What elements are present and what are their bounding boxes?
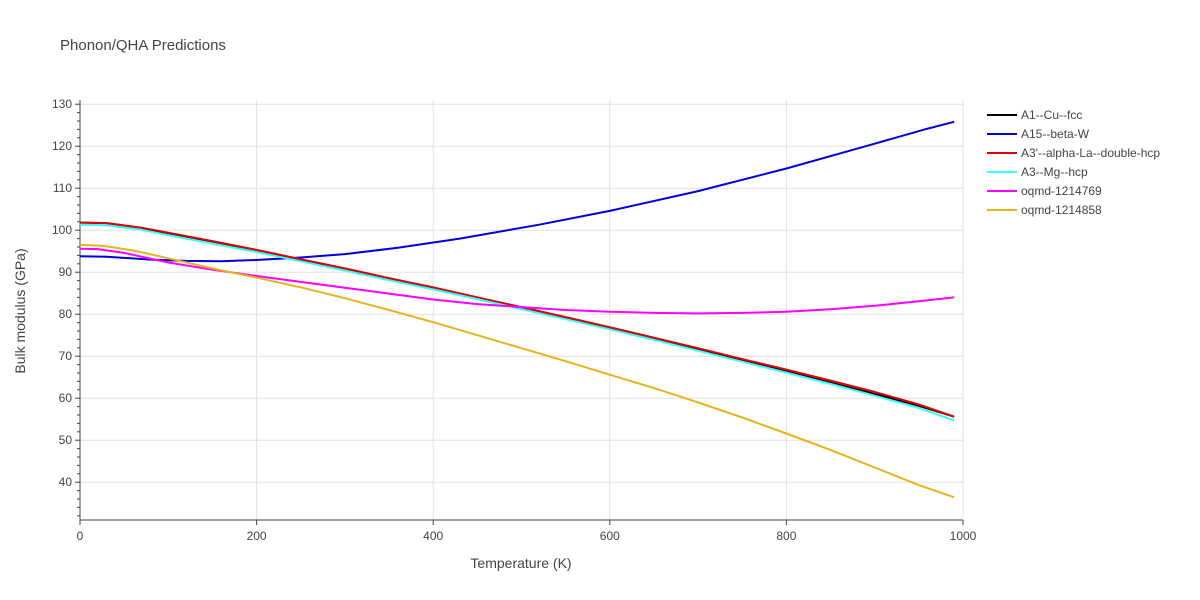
legend-item[interactable]: A3'--alpha-La--double-hcp [987,146,1160,160]
axes: 0 200 400 600 800 1000 40 50 60 70 80 90 100 110 120 13… [52,97,977,543]
x-tick-label: 1000 [950,529,977,543]
legend-label: oqmd-1214858 [1021,203,1102,217]
y-tick-label: 60 [59,391,73,405]
y-tick-label: 70 [59,349,73,363]
series-line-1 [79,221,955,418]
legend-item[interactable]: A1--Cu--fcc [987,108,1082,122]
x-tick-label: 0 [77,529,84,543]
legend-item[interactable]: oqmd-1214769 [987,184,1102,198]
series-line-4 [79,223,955,422]
y-tick-label: 50 [59,433,73,447]
y-tick-label: 120 [52,139,72,153]
plot-lines [79,120,955,499]
legend-item[interactable]: A3--Mg--hcp [987,165,1088,179]
y-tick-label: 40 [59,475,73,489]
x-axis-title: Temperature (K) [470,555,571,571]
legend-label: A1--Cu--fcc [1021,108,1082,122]
legend-label: A3'--alpha-La--double-hcp [1021,146,1160,160]
legend-label: oqmd-1214769 [1021,184,1102,198]
series-line-6 [79,243,955,499]
y-tick-label: 130 [52,97,72,111]
x-tick-label: 600 [600,529,620,543]
y-tick-label: 90 [59,265,73,279]
legend-item[interactable]: A15--beta-W [987,127,1090,141]
legend: A1--Cu--fcc A15--beta-W A3'--alpha-La--dou… [987,108,1160,217]
legend-label: A3--Mg--hcp [1021,165,1088,179]
y-tick-label: 80 [59,307,73,321]
x-tick-label: 800 [776,529,796,543]
y-axis-title: Bulk modulus (GPa) [12,248,28,373]
series-line-3 [79,221,955,418]
x-tick-label: 400 [423,529,443,543]
legend-label: A15--beta-W [1021,127,1090,141]
legend-item[interactable]: oqmd-1214858 [987,203,1102,217]
chart-title: Phonon/QHA Predictions [60,37,226,54]
series-line-5 [79,247,955,315]
x-tick-label: 200 [247,529,267,543]
y-tick-label: 100 [52,223,72,237]
y-tick-label: 110 [53,181,72,195]
